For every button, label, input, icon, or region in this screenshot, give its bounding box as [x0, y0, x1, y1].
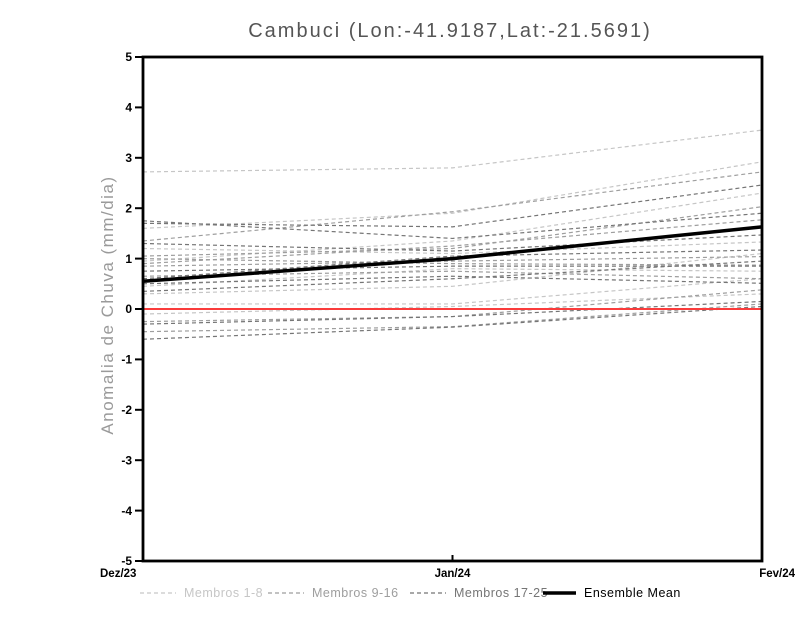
member-2-line	[142, 161, 763, 229]
member-13-line	[142, 270, 763, 280]
member-22-line	[142, 275, 763, 285]
x-tick-label: Fev/24	[759, 568, 795, 580]
y-tick-label: 4	[125, 101, 132, 115]
plot-frame	[141, 55, 764, 563]
chart-legend: Membros 1-8 Membros 9-16 Membros 17-25 Ense…	[140, 586, 681, 600]
member-1-line	[142, 129, 763, 173]
member-5-line	[142, 268, 763, 287]
ensemble-mean-line	[142, 225, 763, 284]
member-10-line	[142, 206, 763, 257]
chart-title: Cambuci (Lon:-41.9187,Lat:-21.5691)	[248, 20, 652, 42]
y-tick-label: 0	[125, 302, 132, 316]
y-tick-label: -4	[121, 504, 132, 518]
member-16-line	[142, 258, 763, 266]
member-23-line	[142, 260, 763, 292]
member-8-line	[142, 252, 763, 295]
y-tick-label: 2	[125, 201, 132, 215]
ensemble-member-lines	[142, 129, 763, 340]
member-20-line	[142, 249, 763, 280]
legend-label: Membros 17-25	[454, 586, 548, 600]
ensemble-mean-polyline	[142, 225, 763, 284]
y-tick-label: 1	[125, 252, 132, 266]
legend-label: Ensemble Mean	[584, 586, 681, 600]
y-tick-label: -2	[121, 403, 132, 417]
member-11-line	[142, 219, 763, 265]
y-tick-label: -3	[121, 453, 132, 467]
member-18-line	[142, 212, 763, 240]
member-25-line	[142, 305, 763, 340]
member-3-line	[142, 192, 763, 262]
member-24-line	[142, 300, 763, 325]
x-tick-label: Dez/23	[100, 568, 136, 580]
member-12-line	[142, 255, 763, 267]
member-21-line	[142, 265, 762, 272]
member-4-line	[142, 241, 763, 255]
y-axis-title: Anomalia de Chuva (mm/dia)	[98, 175, 117, 434]
x-tick-label: Jan/24	[435, 568, 471, 580]
y-tick-label: 3	[125, 151, 132, 165]
y-tick-label: -1	[121, 353, 132, 367]
member-19-line	[142, 234, 763, 252]
member-7-line	[142, 293, 763, 315]
legend-label: Membros 9-16	[312, 586, 399, 600]
member-9-line	[142, 171, 763, 242]
member-17-line	[142, 184, 763, 228]
y-tick-label: -5	[121, 554, 132, 568]
y-tick-label: 5	[125, 50, 132, 64]
legend-label: Membros 1-8	[184, 586, 263, 600]
member-6-line	[143, 278, 763, 305]
